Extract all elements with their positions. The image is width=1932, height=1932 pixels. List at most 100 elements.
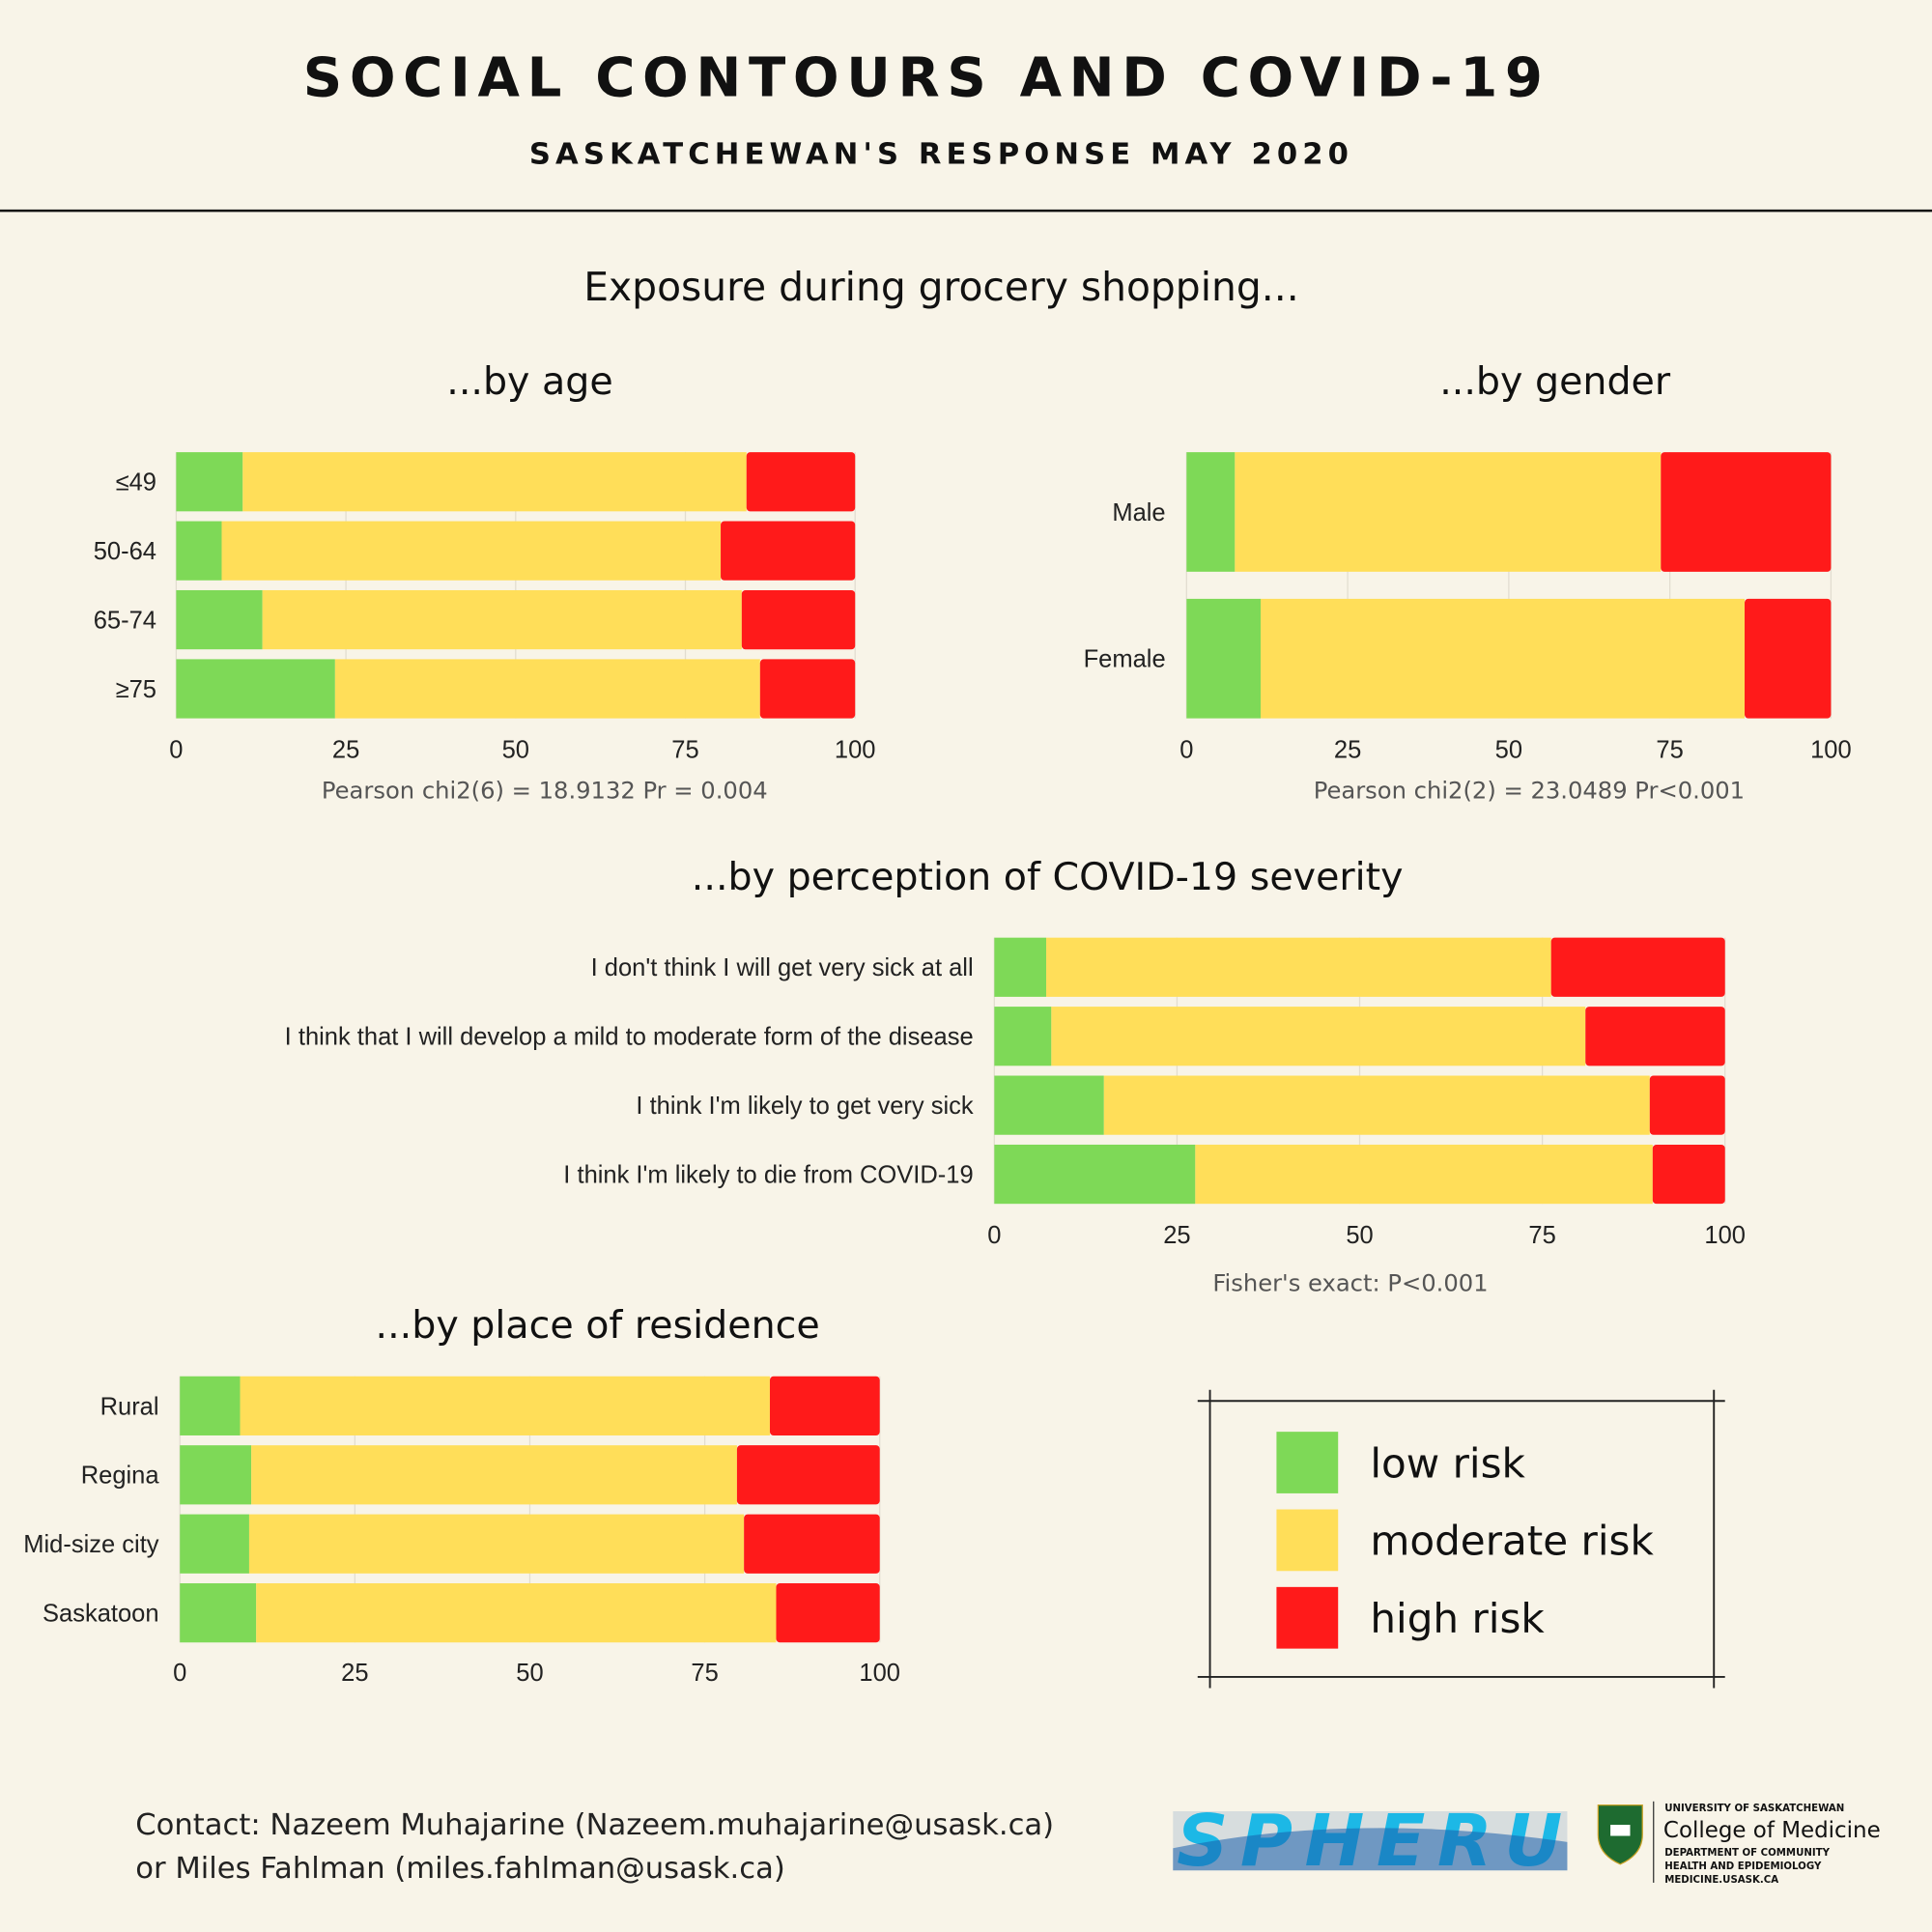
- bar-high-risk: [1745, 598, 1832, 719]
- x-tick-label: 50: [502, 736, 529, 763]
- category-label: I think I'm likely to die from COVID-19: [563, 1161, 973, 1188]
- bar-high-risk: [759, 659, 856, 719]
- bar-moderate-risk: [251, 1445, 737, 1505]
- bar-moderate-risk: [1103, 1075, 1650, 1135]
- bar-low-risk: [176, 659, 335, 719]
- usask-url: MEDICINE.USASK.CA: [1664, 1875, 1778, 1886]
- bar-low-risk: [180, 1583, 257, 1643]
- x-tick-label: 100: [1704, 1222, 1746, 1249]
- bar-moderate-risk: [262, 589, 742, 650]
- bar-low-risk: [180, 1376, 241, 1435]
- usask-dept-1: DEPARTMENT OF COMMUNITY: [1664, 1848, 1830, 1859]
- bar-low-risk: [176, 589, 263, 650]
- bar-moderate-risk: [1046, 937, 1551, 997]
- category-label: Rural: [100, 1393, 159, 1420]
- bar-high-risk: [1661, 452, 1832, 572]
- bar-high-risk: [741, 589, 856, 650]
- bar-high-risk: [769, 1376, 880, 1435]
- bar-low-risk: [176, 521, 222, 581]
- legend-label-moderate: moderate risk: [1370, 1518, 1654, 1565]
- category-label: Mid-size city: [23, 1531, 159, 1558]
- chart-age: ...by age 0 25 50 75 100 ≤49 50-64 65-74 ≥75 Pears…: [94, 359, 876, 804]
- bar-low-risk: [176, 452, 243, 512]
- chart-perception: ...by perception of COVID-19 severity 0 25…: [285, 855, 1746, 1297]
- bar-moderate-risk: [1261, 598, 1746, 719]
- x-tick-label: 25: [332, 736, 359, 763]
- x-tick-label: 25: [1163, 1222, 1190, 1249]
- bar-high-risk: [746, 452, 856, 512]
- page-title: SOCIAL CONTOURS AND COVID-19: [303, 46, 1550, 109]
- bar-high-risk: [736, 1445, 880, 1505]
- bar-moderate-risk: [248, 1514, 745, 1574]
- bar-high-risk: [776, 1583, 880, 1643]
- category-label: I think I'm likely to get very sick: [636, 1093, 973, 1120]
- category-label: ≤49: [116, 469, 156, 497]
- category-label: Regina: [81, 1463, 160, 1490]
- x-tick-label: 0: [987, 1222, 1001, 1249]
- bar-high-risk: [1550, 937, 1725, 997]
- category-label: I don't think I will get very sick at al…: [591, 954, 974, 981]
- category-label: Saskatoon: [43, 1601, 159, 1628]
- bar-high-risk: [721, 521, 856, 581]
- usask-university: UNIVERSITY OF SASKATCHEWAN: [1664, 1804, 1844, 1814]
- page-subtitle: SASKATCHEWAN'S RESPONSE MAY 2020: [529, 138, 1353, 172]
- x-tick-label: 50: [516, 1660, 543, 1687]
- spheru-logo-wave: [1173, 1828, 1568, 1871]
- contact-line-1: Contact: Nazeem Muhajarine (Nazeem.muhaj…: [135, 1808, 1054, 1842]
- x-tick-label: 25: [1334, 736, 1361, 763]
- usask-book-icon: [1610, 1825, 1631, 1836]
- contact-line-2: or Miles Fahlman (miles.fahlman@usask.ca…: [135, 1852, 784, 1886]
- x-tick-label: 25: [341, 1660, 368, 1687]
- charts: ...by age 0 25 50 75 100 ≤49 50-64 65-74 ≥75 Pears…: [23, 359, 1851, 1687]
- x-tick-label: 75: [1656, 736, 1683, 763]
- bar-moderate-risk: [256, 1583, 777, 1643]
- bar-low-risk: [994, 1075, 1104, 1135]
- bar-moderate-risk: [221, 521, 722, 581]
- x-tick-label: 0: [173, 1660, 186, 1687]
- chart-statistic: Pearson chi2(2) = 23.0489 Pr<0.001: [1314, 778, 1745, 805]
- chart-title: ...by perception of COVID-19 severity: [692, 855, 1404, 899]
- bar-moderate-risk: [242, 452, 747, 512]
- legend-label-high: high risk: [1370, 1595, 1545, 1642]
- bar-low-risk: [1186, 598, 1262, 719]
- legend-label-low: low risk: [1370, 1439, 1525, 1487]
- category-label: Male: [1112, 499, 1165, 526]
- legend: low risk moderate risk high risk: [1197, 1389, 1725, 1689]
- bar-moderate-risk: [1195, 1144, 1653, 1205]
- bar-moderate-risk: [334, 659, 760, 719]
- x-tick-label: 0: [169, 736, 183, 763]
- x-tick-label: 75: [1528, 1222, 1555, 1249]
- chart-title: ...by place of residence: [376, 1303, 820, 1348]
- bar-low-risk: [994, 937, 1047, 997]
- usask-logo: UNIVERSITY OF SASKATCHEWAN College of Me…: [1597, 1801, 1881, 1886]
- chart-residence: ...by place of residence 0 25 50 75 100 Rural R…: [23, 1303, 900, 1687]
- x-tick-label: 75: [671, 736, 698, 763]
- chart-title: ...by gender: [1439, 359, 1671, 404]
- bar-low-risk: [180, 1514, 249, 1574]
- bar-low-risk: [994, 1144, 1196, 1205]
- bar-low-risk: [180, 1445, 252, 1505]
- bar-high-risk: [1649, 1075, 1725, 1135]
- main-heading: Exposure during grocery shopping...: [583, 264, 1298, 310]
- category-label: 65-74: [94, 608, 156, 635]
- category-label: Female: [1084, 646, 1166, 673]
- spheru-logo: SPHERU: [1173, 1800, 1568, 1883]
- x-tick-label: 75: [691, 1660, 718, 1687]
- legend-swatch-high: [1276, 1586, 1339, 1649]
- x-tick-label: 50: [1346, 1222, 1373, 1249]
- chart-statistic: Pearson chi2(6) = 18.9132 Pr = 0.004: [322, 778, 768, 805]
- bar-moderate-risk: [240, 1376, 770, 1435]
- bar-moderate-risk: [1235, 452, 1662, 572]
- category-label: I think that I will develop a mild to mo…: [285, 1024, 974, 1051]
- bar-high-risk: [1652, 1144, 1725, 1205]
- usask-dept-2: HEALTH AND EPIDEMIOLOGY: [1664, 1861, 1822, 1872]
- bar-high-risk: [744, 1514, 880, 1574]
- x-tick-label: 100: [859, 1660, 900, 1687]
- category-label: 50-64: [94, 538, 156, 565]
- x-tick-label: 50: [1495, 736, 1522, 763]
- bar-low-risk: [1186, 452, 1236, 572]
- chart-gender: ...by gender 0 25 50 75 100 Male Female Pearson …: [1084, 359, 1852, 804]
- x-tick-label: 100: [1810, 736, 1852, 763]
- chart-statistic: Fisher's exact: P<0.001: [1212, 1270, 1488, 1297]
